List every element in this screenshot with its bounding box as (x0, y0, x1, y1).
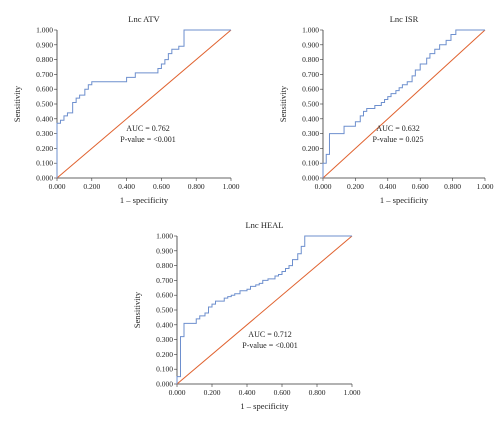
x-axis-label: 1 – specificity (120, 195, 169, 205)
y-tick-label: 0.000 (36, 174, 53, 183)
y-tick-label: 0.200 (302, 144, 319, 153)
x-tick-label: 0.200 (204, 388, 221, 397)
x-tick-label: 0.400 (118, 182, 135, 191)
y-axis-label: Sensitivity (12, 85, 22, 122)
y-tick-label: 0.700 (36, 70, 53, 79)
y-axis-label: Sensitivity (132, 291, 142, 328)
auc-annotation: AUC = 0.632 (376, 124, 419, 133)
y-tick-label: 1.000 (36, 26, 53, 35)
y-tick-label: 0.300 (156, 335, 173, 344)
y-tick-label: 0.900 (156, 246, 173, 255)
chart-title: Lnc HEAL (245, 220, 283, 230)
y-tick-label: 0.600 (36, 85, 53, 94)
x-tick-label: 0.800 (444, 182, 461, 191)
x-tick-label: 1.000 (477, 182, 494, 191)
chart-title: Lnc ISR (390, 14, 419, 24)
reference-line (322, 29, 486, 179)
x-tick-label: 0.600 (274, 388, 291, 397)
y-tick-label: 0.700 (156, 276, 173, 285)
x-tick-label: 0.400 (379, 182, 396, 191)
x-tick-label: 1.000 (223, 182, 240, 191)
chart-title: Lnc ATV (128, 14, 160, 24)
x-tick-label: 0.600 (412, 182, 429, 191)
y-tick-label: 0.100 (156, 365, 173, 374)
y-tick-label: 0.100 (36, 159, 53, 168)
roc-curve (176, 235, 352, 384)
x-axis-label: 1 – specificity (380, 195, 429, 205)
x-tick-label: 0.400 (239, 388, 256, 397)
roc-panel: 0.000 0.100 0.200 0.300 0.400 0.500 0.600 0.700… (12, 14, 240, 205)
x-tick-label: 0.800 (188, 182, 205, 191)
y-tick-label: 1.000 (156, 232, 173, 241)
y-tick-label: 0.300 (36, 129, 53, 138)
x-tick-label: 0.600 (153, 182, 170, 191)
y-tick-label: 0.600 (156, 291, 173, 300)
p-value-annotation: P-value = <0.001 (120, 135, 175, 144)
x-tick-label: 0.200 (83, 182, 100, 191)
roc-panel: 0.000 0.100 0.200 0.300 0.400 0.500 0.600 0.700… (132, 220, 361, 411)
x-tick-label: 1.000 (344, 388, 361, 397)
y-tick-label: 0.700 (302, 70, 319, 79)
y-tick-label: 0.100 (302, 159, 319, 168)
x-tick-label: 0.800 (309, 388, 326, 397)
y-tick-label: 0.500 (36, 100, 53, 109)
y-tick-label: 0.900 (302, 40, 319, 49)
y-tick-label: 0.400 (36, 114, 53, 123)
roc-curve (322, 29, 485, 178)
y-tick-label: 0.000 (302, 174, 319, 183)
auc-annotation: AUC = 0.712 (248, 330, 291, 339)
reference-line (176, 235, 353, 385)
y-tick-label: 1.000 (302, 26, 319, 35)
y-tick-label: 0.800 (156, 261, 173, 270)
roc-panel: 0.000 0.100 0.200 0.300 0.400 0.500 0.600 0.700… (278, 14, 494, 205)
p-value-annotation: P-value = <0.001 (242, 341, 297, 350)
p-value-annotation: P-value = 0.025 (373, 135, 424, 144)
y-axis-label: Sensitivity (278, 85, 288, 122)
y-tick-label: 0.300 (302, 129, 319, 138)
y-tick-label: 0.200 (36, 144, 53, 153)
x-axis-label: 1 – specificity (240, 401, 289, 411)
x-tick-label: 0.000 (315, 182, 332, 191)
y-tick-label: 0.600 (302, 85, 319, 94)
y-tick-label: 0.400 (156, 320, 173, 329)
y-tick-label: 0.200 (156, 350, 173, 359)
x-tick-label: 0.200 (347, 182, 364, 191)
y-tick-label: 0.800 (302, 55, 319, 64)
x-tick-label: 0.000 (169, 388, 186, 397)
y-tick-label: 0.000 (156, 380, 173, 389)
y-tick-label: 0.500 (156, 306, 173, 315)
y-tick-label: 0.400 (302, 114, 319, 123)
auc-annotation: AUC = 0.762 (126, 124, 169, 133)
roc-curve (56, 29, 231, 178)
x-tick-label: 0.000 (49, 182, 66, 191)
y-tick-label: 0.900 (36, 40, 53, 49)
y-tick-label: 0.500 (302, 100, 319, 109)
y-tick-label: 0.800 (36, 55, 53, 64)
reference-line (56, 29, 232, 179)
